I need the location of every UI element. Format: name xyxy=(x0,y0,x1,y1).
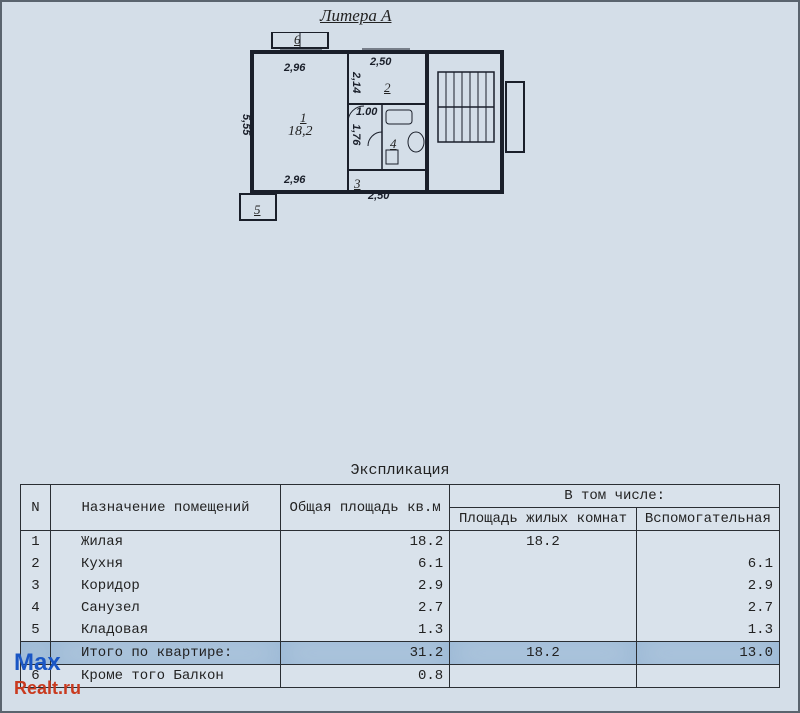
dim: 2,50 xyxy=(370,56,391,68)
cell-name: Санузел xyxy=(51,597,281,619)
total-a2: 13.0 xyxy=(636,642,779,665)
dim: 2,96 xyxy=(284,174,305,186)
th-n: N xyxy=(21,485,51,531)
table-row: 5 Кладовая 1.3 1.3 xyxy=(21,619,780,642)
floorplan: 1 18,2 2 3 4 5 6 2,96 2,50 2,14 5,55 1,7… xyxy=(222,32,552,232)
dim: 1.00 xyxy=(356,106,377,118)
th-area: Общая площадь кв.м xyxy=(281,485,450,531)
cell-a1 xyxy=(450,553,637,575)
dim: 2,50 xyxy=(368,190,389,202)
th-name: Назначение помещений xyxy=(51,485,281,531)
table-title: Экспликация xyxy=(0,462,800,479)
cell-a1: 18.2 xyxy=(450,531,637,554)
table-row: 3 Коридор 2.9 2.9 xyxy=(21,575,780,597)
table-row: 2 Кухня 6.1 6.1 xyxy=(21,553,780,575)
room-num-4: 4 xyxy=(390,136,397,152)
total-row: Итого по квартире: 31.2 18.2 13.0 xyxy=(21,642,780,665)
room-num-2: 2 xyxy=(384,80,391,96)
cell-area: 2.9 xyxy=(281,575,450,597)
cell-area: 6.1 xyxy=(281,553,450,575)
cell-a1 xyxy=(450,619,637,642)
floorplan-title: Литера А xyxy=(320,6,391,26)
cell-area: 1.3 xyxy=(281,619,450,642)
dim: 2,14 xyxy=(350,72,362,93)
table-row: 1 Жилая 18.2 18.2 xyxy=(21,531,780,554)
watermark-line2: Realt.ru xyxy=(14,678,81,698)
total-label: Итого по квартире: xyxy=(51,642,281,665)
explication-table: N Назначение помещений Общая площадь кв.… xyxy=(20,484,780,688)
cell-a1 xyxy=(450,575,637,597)
extra-row: 6 Кроме того Балкон 0.8 xyxy=(21,665,780,688)
extra-area: 0.8 xyxy=(281,665,450,688)
cell-area: 2.7 xyxy=(281,597,450,619)
dim: 1,76 xyxy=(350,124,362,145)
room-num-6: 6 xyxy=(294,32,301,48)
cell-n: 1 xyxy=(21,531,51,554)
watermark: Max Realt.ru xyxy=(14,651,81,699)
th-including: В том числе: xyxy=(450,485,780,508)
cell-a2: 6.1 xyxy=(636,553,779,575)
table-row: 4 Санузел 2.7 2.7 xyxy=(21,597,780,619)
cell-n: 4 xyxy=(21,597,51,619)
cell-a2: 1.3 xyxy=(636,619,779,642)
dim: 5,55 xyxy=(240,114,252,135)
watermark-line1: Max xyxy=(14,649,61,676)
extra-label: Кроме того Балкон xyxy=(51,665,281,688)
total-area: 31.2 xyxy=(281,642,450,665)
room-num-5: 5 xyxy=(254,202,261,218)
cell-name: Кладовая xyxy=(51,619,281,642)
cell-name: Коридор xyxy=(51,575,281,597)
th-a2: Вспомогательная xyxy=(636,508,779,531)
cell-a2: 2.9 xyxy=(636,575,779,597)
cell-area: 18.2 xyxy=(281,531,450,554)
cell-a1 xyxy=(450,665,637,688)
total-a1: 18.2 xyxy=(450,642,637,665)
cell-name: Жилая xyxy=(51,531,281,554)
cell-n: 3 xyxy=(21,575,51,597)
dim: 2,96 xyxy=(284,62,305,74)
cell-a2 xyxy=(636,665,779,688)
room-num-3: 3 xyxy=(354,176,361,192)
cell-name: Кухня xyxy=(51,553,281,575)
cell-n: 5 xyxy=(21,619,51,642)
cell-a2 xyxy=(636,531,779,554)
th-a1: Площадь жилых комнат xyxy=(450,508,637,531)
cell-a1 xyxy=(450,597,637,619)
cell-a2: 2.7 xyxy=(636,597,779,619)
cell-n: 2 xyxy=(21,553,51,575)
room-area-1: 18,2 xyxy=(288,124,313,140)
